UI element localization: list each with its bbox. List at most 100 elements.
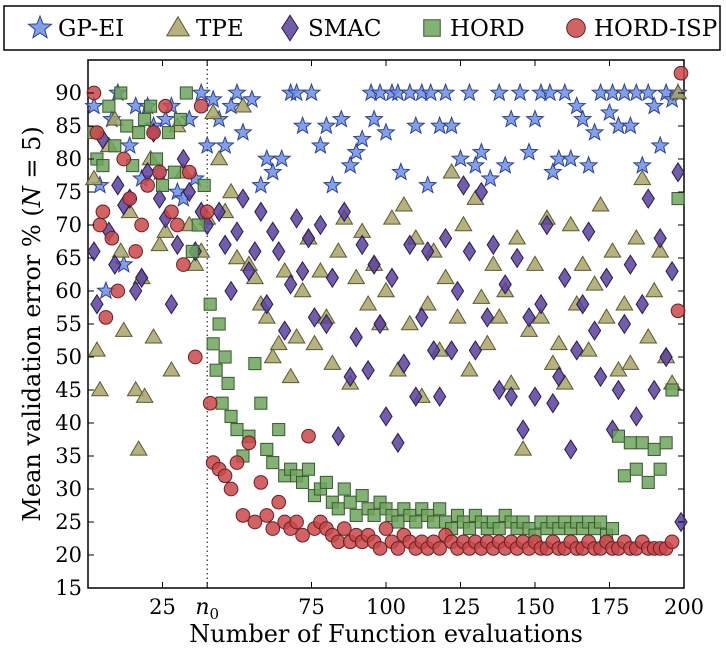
smac-point xyxy=(665,260,679,282)
smac-point xyxy=(653,227,667,249)
smac-point xyxy=(492,379,506,401)
tpe-point xyxy=(531,308,551,324)
tpe-point xyxy=(105,110,124,126)
gp-ei-point xyxy=(331,109,352,128)
tpe-point xyxy=(561,215,580,232)
tpe-point xyxy=(591,195,610,212)
tpe-point xyxy=(311,261,330,278)
smac-point xyxy=(659,346,673,368)
gp-ei-point xyxy=(376,122,396,141)
smac-point xyxy=(313,214,328,236)
gp-ei-point xyxy=(120,135,140,155)
gp-ei-point xyxy=(572,109,593,128)
hord-isp-point xyxy=(92,217,108,233)
gp-ei-point xyxy=(391,161,411,181)
smac-point xyxy=(558,267,572,289)
gp-ei-point xyxy=(567,95,587,115)
legend-hord-isp-label: HORD-ISP xyxy=(594,16,717,42)
tpe-point xyxy=(418,294,437,311)
gp-ei-point xyxy=(435,82,456,102)
legend-frame xyxy=(3,5,721,51)
x-tick-label: 150 xyxy=(515,595,555,619)
tpe-point xyxy=(639,327,658,344)
hord-isp-point xyxy=(104,230,120,246)
legend-smac-marker xyxy=(281,14,299,42)
smac-point xyxy=(331,425,345,447)
x-axis: 25 n0 75 100 125 150 175 200 xyxy=(149,60,704,623)
smac-point xyxy=(516,419,530,440)
smac-point xyxy=(617,313,632,335)
hord-point xyxy=(355,489,369,503)
smac-point xyxy=(337,201,351,223)
hord-point xyxy=(209,363,223,377)
smac-point xyxy=(528,386,542,407)
smac-point xyxy=(108,254,122,275)
smac-point xyxy=(283,274,298,295)
hord-point xyxy=(191,218,205,232)
y-tick-label: 35 xyxy=(55,444,82,468)
hord-isp-point xyxy=(336,521,352,536)
tpe-point xyxy=(114,321,133,337)
hord-point xyxy=(647,442,661,456)
tpe-point xyxy=(186,255,205,271)
y-axis-label-variable: N xyxy=(18,185,46,208)
tpe-point xyxy=(162,360,181,377)
smac-point xyxy=(349,326,363,348)
hord-isp-point xyxy=(89,125,105,140)
legend-gp-ei-label: GP-EI xyxy=(58,16,124,42)
tpe-point xyxy=(454,215,473,232)
tpe-point xyxy=(323,354,342,370)
y-tick-label: 80 xyxy=(55,147,82,171)
hord-point xyxy=(343,495,357,509)
tpe-point xyxy=(150,235,169,252)
gp-ei-point xyxy=(459,82,480,102)
smac-point xyxy=(462,241,477,262)
hord-point xyxy=(391,515,405,529)
x-axis-label: Number of Function evaluations xyxy=(189,620,583,648)
tpe-point xyxy=(129,440,148,456)
gp-ei-point xyxy=(632,155,652,174)
hord-point xyxy=(155,178,170,192)
x-tick-label: 25 xyxy=(149,595,176,619)
smac-point xyxy=(534,293,548,315)
hord-isp-point xyxy=(673,65,689,81)
gp-ei-point xyxy=(197,135,217,155)
smac-point xyxy=(421,241,435,262)
smac-point xyxy=(629,406,643,427)
y-tick-label: 85 xyxy=(55,114,82,138)
tpe-point xyxy=(585,275,604,291)
hord-isp-point xyxy=(152,164,167,180)
hord-point xyxy=(427,515,441,529)
tpe-point xyxy=(287,327,306,344)
smac-point xyxy=(641,188,655,209)
y-axis-label-prefix: Mean validation error % ( xyxy=(18,207,46,521)
tpe-point xyxy=(436,268,455,285)
gp-ei-point xyxy=(441,115,462,135)
tpe-point xyxy=(84,169,104,186)
hord-isp-point xyxy=(187,349,203,365)
smac-point xyxy=(504,386,518,407)
gp-ei-point xyxy=(203,89,223,108)
smac-point xyxy=(224,280,238,302)
hord-isp-point xyxy=(390,541,406,556)
gp-ei-point xyxy=(584,122,605,141)
smac-point xyxy=(87,241,101,262)
tpe-point xyxy=(156,222,175,238)
hord-point xyxy=(337,482,351,496)
smac-point xyxy=(522,307,536,328)
smac-point xyxy=(90,293,104,315)
hord-isp-point xyxy=(301,428,316,444)
tpe-point xyxy=(275,261,294,278)
smac-point xyxy=(486,234,500,256)
gp-ei-point xyxy=(555,82,575,102)
hord-point xyxy=(409,515,423,529)
hord-point xyxy=(254,396,268,410)
hord-isp-point xyxy=(432,541,447,556)
smac-point xyxy=(254,201,268,223)
tpe-point xyxy=(329,242,348,258)
gp-ei-point xyxy=(251,175,271,194)
legend-tpe-label: TPE xyxy=(196,16,244,42)
smac-point xyxy=(546,392,560,414)
hord-isp-point xyxy=(372,541,388,556)
